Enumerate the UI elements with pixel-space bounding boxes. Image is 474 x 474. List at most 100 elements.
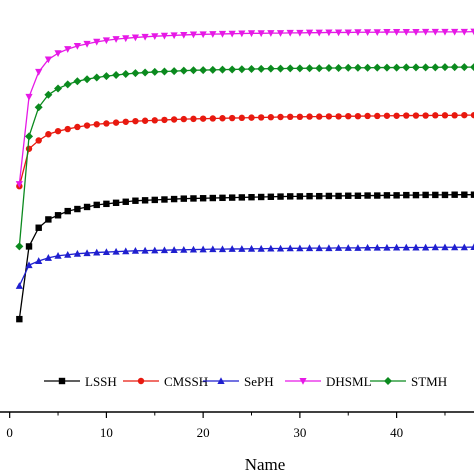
data-point [16,315,23,323]
data-point [34,103,43,112]
data-point [412,191,420,199]
x-axis-title: Name [245,455,286,474]
x-tick-label: 30 [293,425,306,440]
data-point [344,29,352,37]
data-point [353,63,362,72]
data-point [287,193,294,200]
data-point [267,244,275,252]
data-point [450,63,459,72]
x-tick-label: 20 [197,425,210,440]
data-point [402,243,410,251]
data-point [141,117,149,124]
data-point [403,112,410,119]
data-point [237,65,246,74]
data-point [15,181,23,188]
data-point [73,249,81,257]
data-point [44,56,52,64]
data-point [373,29,381,37]
data-point [451,112,458,119]
data-point [345,112,352,120]
data-point [286,29,294,37]
data-point [54,212,62,219]
data-point [382,63,391,72]
data-point [354,29,362,37]
data-point [54,50,62,58]
data-point [132,117,139,125]
data-point [324,63,333,72]
data-point [141,197,149,204]
data-point [257,193,265,201]
data-point [190,115,197,123]
data-point [393,29,401,36]
data-point [383,112,391,119]
data-point [451,243,459,251]
data-point [441,243,449,251]
data-point [316,192,323,200]
data-point [393,192,400,199]
data-point [35,137,42,144]
data-point [189,31,198,39]
data-point [150,67,159,76]
data-point [470,191,474,198]
data-point [335,192,342,200]
data-point [470,111,474,119]
data-point [25,132,34,141]
data-point [421,63,430,72]
data-point [93,38,101,46]
data-point [93,121,100,128]
data-point [373,243,381,251]
data-point [257,30,265,38]
data-point [102,248,111,256]
data-point [374,192,381,199]
x-tick-label: 0 [6,425,13,440]
data-point [440,63,449,72]
data-point [422,191,429,199]
data-point [257,114,265,121]
data-point [431,243,439,251]
series-lssh [16,191,474,323]
data-point [131,34,140,42]
data-point [238,30,246,38]
data-point [276,244,285,252]
data-point [180,195,187,202]
data-point [383,243,391,251]
data-point [102,37,111,45]
data-point [170,195,178,203]
data-point [93,248,101,256]
data-point [170,32,178,40]
data-point [315,244,323,252]
data-point [102,72,111,81]
data-point [277,193,284,200]
data-point [267,114,275,121]
data-point [218,65,227,74]
data-point [64,207,71,215]
data-point [25,145,33,152]
data-point [247,65,256,74]
data-point [93,201,100,209]
data-point [83,75,92,84]
data-point [73,42,81,50]
series-dhsml [15,28,474,188]
data-point [354,192,362,199]
legend-marker [384,377,392,385]
data-point [151,246,159,254]
data-point [112,199,120,207]
series-stmh [15,63,474,251]
legend-marker [137,377,145,385]
data-point [276,30,285,37]
data-point [373,63,382,72]
data-point [411,63,420,72]
data-point [218,245,227,253]
data-point [460,28,468,36]
data-point [122,118,129,125]
data-point [208,65,217,74]
data-point [121,70,130,79]
data-point [257,64,266,73]
data-point [431,63,440,72]
data-point [44,90,53,99]
data-point [403,191,410,199]
data-point [151,117,158,124]
data-point [402,63,411,72]
data-point [228,114,236,122]
data-point [364,112,371,120]
